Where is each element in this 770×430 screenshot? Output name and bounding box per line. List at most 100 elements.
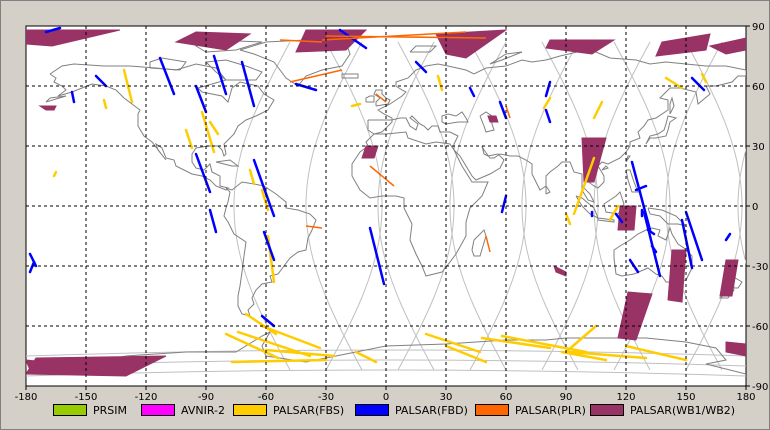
coastline-kamchatka-is <box>45 95 67 103</box>
fbs-swath <box>102 98 108 110</box>
coastline-new-guinea <box>647 207 688 227</box>
legend-swatch-avnir2 <box>141 404 175 416</box>
legend-label-palsar-plr: PALSAR(PLR) <box>515 403 586 417</box>
coastline-svalbard <box>409 45 438 53</box>
y-tick-label: 0 <box>752 202 758 213</box>
coastline-japan <box>645 115 678 145</box>
fbd-swath <box>642 210 662 278</box>
coastline-victoria <box>149 57 187 71</box>
coastline-cuba <box>215 159 240 167</box>
wb-swath <box>655 33 711 57</box>
fbs-swath <box>264 348 336 358</box>
legend-swatch-palsar-fbs <box>233 404 267 416</box>
legend-item-palsar-fbd: PALSAR(FBD) <box>355 402 468 418</box>
fbs-swath <box>248 168 256 186</box>
x-tick-label: 0 <box>383 392 389 401</box>
graticule <box>26 26 746 386</box>
x-tick-label: -30 <box>318 392 334 401</box>
wb-swath <box>174 31 252 51</box>
y-tick-label: -60 <box>752 322 768 333</box>
y-tick-label: -90 <box>752 382 768 393</box>
legend-item-prsim: PRSIM <box>53 402 127 418</box>
fbs-swath <box>350 102 362 108</box>
fbd-swath <box>368 226 386 286</box>
wb-swath <box>26 29 121 47</box>
wb-swath <box>725 341 746 357</box>
coastline-hainan <box>601 165 609 171</box>
plr-swath <box>369 165 395 187</box>
coastline-south-america <box>223 181 317 317</box>
orbit-track <box>305 41 363 371</box>
fbs-swath <box>184 128 194 150</box>
coastline-uk <box>373 89 391 107</box>
orbit-track <box>665 41 723 371</box>
legend-item-palsar-wb: PALSAR(WB1/WB2) <box>590 402 735 418</box>
plr-swath <box>485 235 491 253</box>
wb-swath <box>26 359 48 371</box>
x-tick-label: 120 <box>616 392 635 401</box>
x-tick-label: 180 <box>736 392 755 401</box>
fbs-swath <box>564 324 598 354</box>
fbs-swath <box>424 332 482 354</box>
fbd-swath <box>94 74 108 88</box>
fbs-swath <box>224 332 280 360</box>
y-tick-label: 30 <box>752 142 765 153</box>
y-tick-label: -30 <box>752 262 768 273</box>
coastline-novaya <box>489 51 523 65</box>
fbd-swath <box>468 86 476 98</box>
fbs-swath <box>230 358 328 364</box>
legend-label-palsar-wb: PALSAR(WB1/WB2) <box>630 403 736 417</box>
fbs-swath <box>560 350 608 362</box>
fbs-swath <box>444 344 488 364</box>
longitude-ticks: -180 -150 -120 -90 -60 -30 0 30 60 90 120 150 180 <box>15 386 756 401</box>
wb-swath <box>617 205 637 231</box>
orbit-track <box>449 41 507 371</box>
fbs-swath <box>500 334 588 354</box>
x-tick-label: 150 <box>676 392 695 401</box>
coastline-baffin <box>204 59 263 81</box>
legend-swatch-palsar-wb <box>590 404 624 416</box>
legend-label-avnir2: AVNIR-2 <box>181 403 225 417</box>
coastline-north-america <box>49 63 275 191</box>
coastline-ireland <box>365 95 375 103</box>
world-map: -180 -150 -120 -90 -60 -30 0 30 60 90 120 150 180 90… <box>15 22 769 401</box>
fbd-swath <box>634 184 648 192</box>
fbd-swath <box>630 160 652 232</box>
x-tick-label: 90 <box>560 392 573 401</box>
orbit-track <box>521 41 579 371</box>
x-tick-label: -120 <box>135 392 158 401</box>
fbd-swath <box>158 56 176 96</box>
fbd-swath <box>724 232 732 242</box>
legend-label-palsar-fbs: PALSAR(FBS) <box>273 403 345 417</box>
plr-swath <box>325 35 487 39</box>
coastline-sakhalin <box>669 96 675 115</box>
fbd-swath <box>500 194 508 214</box>
fbs-swath <box>208 120 220 136</box>
wb-swath <box>38 105 57 111</box>
wb-swath <box>667 249 687 303</box>
plr-swath <box>305 225 323 229</box>
legend-label-palsar-fbd: PALSAR(FBD) <box>395 403 468 417</box>
fbs-swath <box>568 350 648 360</box>
fbd-swath <box>28 252 38 268</box>
fbs-swath <box>480 336 552 350</box>
legend: PRSIM AVNIR-2 PALSAR(FBS) PALSAR(FBD) PA… <box>1 400 770 422</box>
fbd-swath <box>544 108 552 124</box>
coastline-philippines <box>625 169 639 193</box>
coastline-africa <box>351 131 489 277</box>
wb-swath <box>545 39 616 55</box>
legend-swatch-prsim <box>53 404 87 416</box>
orbit-track <box>377 41 435 371</box>
fbd-swath <box>194 152 212 194</box>
fbs-swath <box>436 74 444 92</box>
observation-swaths <box>26 26 746 377</box>
fbs-swath <box>700 72 708 84</box>
fbs-swath <box>542 96 552 110</box>
fbs-swath <box>354 350 378 364</box>
fbd-swath <box>208 208 218 234</box>
fbs-swath <box>564 212 572 226</box>
fbs-swath <box>624 344 688 362</box>
fbd-swath <box>212 54 228 96</box>
fbd-swath <box>70 90 76 104</box>
